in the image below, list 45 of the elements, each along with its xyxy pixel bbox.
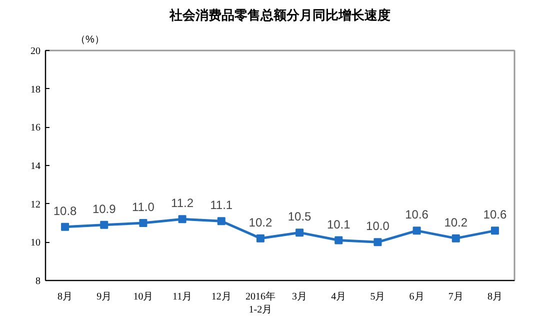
data-label: 11.0 [132,200,155,214]
data-label: 10.2 [444,215,468,230]
y-tick-label: 10 [30,238,40,249]
point [178,215,186,224]
point [374,238,382,246]
data-label: 10.2 [248,215,272,230]
point [452,234,460,242]
point [296,228,304,237]
y-tick-label: 20 [30,46,40,57]
x-tick-label: 6月 [409,292,424,302]
data-label: 10.1 [326,217,351,232]
x-tick-label: 11月 [172,292,192,302]
x-tick-label: 12月 [211,292,232,302]
point [139,219,148,227]
x-tick-label: 2016年 1-2月 [245,290,276,316]
point [217,217,226,226]
y-axis-title: （%） [76,34,104,46]
data-label: 10.9 [92,202,116,216]
point [334,236,343,244]
chart-title: 社会消费品零售总额分月同比增长速度 [168,8,390,22]
data-label: 10.6 [405,208,429,222]
point [256,234,264,242]
data-label: 11.2 [171,196,194,210]
x-tick-label: 5月 [370,292,386,302]
x-tick-label: 8月 [487,292,502,302]
data-label: 10.0 [366,219,390,234]
x-tick-label: 3月 [292,292,308,302]
y-tick-label: 8 [36,276,40,287]
y-tick-label: 12 [30,199,40,210]
y-tick-label: 16 [30,122,40,134]
data-label: 11.1 [210,198,233,212]
data-label: 10.6 [483,208,507,222]
x-tick-label: 4月 [331,292,346,302]
y-tick-label: 14 [30,161,40,172]
x-tick-label: 10月 [133,292,154,302]
x-tick-label: 7月 [448,292,464,302]
data-label: 10.5 [288,210,312,224]
y-tick-label: 18 [30,84,40,96]
data-label: 10.8 [53,204,78,218]
point [412,226,421,235]
point [100,220,108,229]
point [61,222,70,231]
x-tick-label: 9月 [96,292,112,302]
point [490,226,499,235]
x-tick-label: 8月 [58,292,73,302]
